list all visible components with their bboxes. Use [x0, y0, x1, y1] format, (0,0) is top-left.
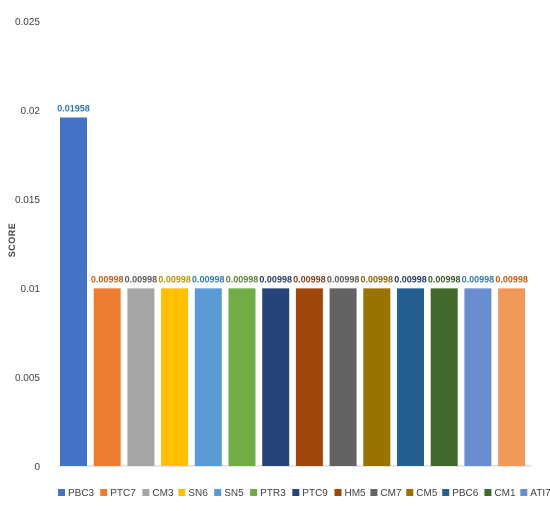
legend-swatch-pbc3	[58, 489, 65, 496]
legend-label-ati7: ATI7	[530, 488, 550, 499]
legend-swatch-cm3	[142, 489, 150, 496]
legend-swatch-cm5	[406, 489, 414, 496]
bar-ptc9	[262, 288, 290, 466]
data-label-sn6: 0.00998	[158, 274, 191, 284]
legend-label-cm1: CM1	[494, 488, 516, 499]
data-label-ptc7: 0.00998	[91, 274, 124, 284]
bar-cm7	[329, 288, 357, 466]
legend-swatch-hm5	[334, 489, 342, 496]
data-label-ati6: 0.00998	[495, 274, 528, 284]
data-label-ptc9: 0.00998	[259, 274, 292, 284]
bar-cm5	[363, 288, 391, 466]
data-label-cm7: 0.00998	[327, 274, 360, 284]
y-axis-ticks: 0 0.005 0.01 0.015 0.02 0.025	[15, 17, 40, 473]
data-label-ptr3: 0.00998	[226, 274, 259, 284]
legend-label-ptr3: PTR3	[260, 488, 286, 499]
bar-hm5	[295, 288, 323, 466]
y-tick-label: 0	[34, 462, 40, 473]
legend-label-pbc3: PBC3	[68, 488, 95, 499]
bar-cm3	[127, 288, 155, 466]
legend-label-cm5: CM5	[416, 488, 438, 499]
legend-swatch-ptr3	[250, 489, 258, 496]
legend-swatch-cm7	[370, 489, 378, 496]
data-label-pbc3: 0.01958	[57, 103, 90, 113]
y-tick-label: 0.01	[21, 284, 41, 295]
bar-ati7	[464, 288, 492, 466]
data-label-sn5: 0.00998	[192, 274, 225, 284]
bar-ptc7	[93, 288, 121, 466]
legend-label-sn5: SN5	[224, 488, 244, 499]
legend-label-pbc6: PBC6	[452, 488, 479, 499]
legend-swatch-ptc9	[292, 489, 300, 496]
bars	[60, 117, 526, 466]
bar-ati6	[498, 288, 526, 466]
legend-swatch-pbc6	[442, 489, 450, 496]
data-label-pbc6: 0.00998	[394, 274, 427, 284]
bar-sn6	[161, 288, 189, 466]
bar-cm1	[430, 288, 458, 466]
legend-label-ptc7: PTC7	[110, 488, 136, 499]
legend: PBC3 PTC7 CM3 SN6 SN5 PTR3 PTC9 HM5 CM7 CM5 PBC6 CM…	[58, 488, 550, 499]
y-tick-label: 0.005	[15, 373, 40, 384]
legend-swatch-ptc7	[100, 489, 108, 496]
legend-swatch-ati7	[520, 489, 528, 496]
legend-swatch-sn6	[178, 489, 186, 496]
legend-label-ptc9: PTC9	[302, 488, 328, 499]
data-label-cm1: 0.00998	[428, 274, 461, 284]
y-axis-label: SCORE	[7, 223, 17, 258]
legend-label-sn6: SN6	[188, 488, 208, 499]
legend-label-cm3: CM3	[152, 488, 174, 499]
legend-label-hm5: HM5	[345, 488, 367, 499]
legend-swatch-cm1	[484, 489, 492, 496]
bar-pbc3	[60, 117, 87, 466]
bar-ptr3	[228, 288, 256, 466]
legend-label-cm7: CM7	[380, 488, 402, 499]
data-label-cm3: 0.00998	[125, 274, 158, 284]
bar-sn5	[194, 288, 222, 466]
y-tick-label: 0.015	[15, 195, 40, 206]
data-label-ati7: 0.00998	[462, 274, 495, 284]
bar-pbc6	[397, 288, 424, 466]
data-label-cm5: 0.00998	[361, 274, 394, 284]
data-label-hm5: 0.00998	[293, 274, 326, 284]
legend-swatch-sn5	[214, 489, 222, 496]
y-tick-label: 0.025	[15, 17, 40, 28]
y-tick-label: 0.02	[21, 106, 41, 117]
